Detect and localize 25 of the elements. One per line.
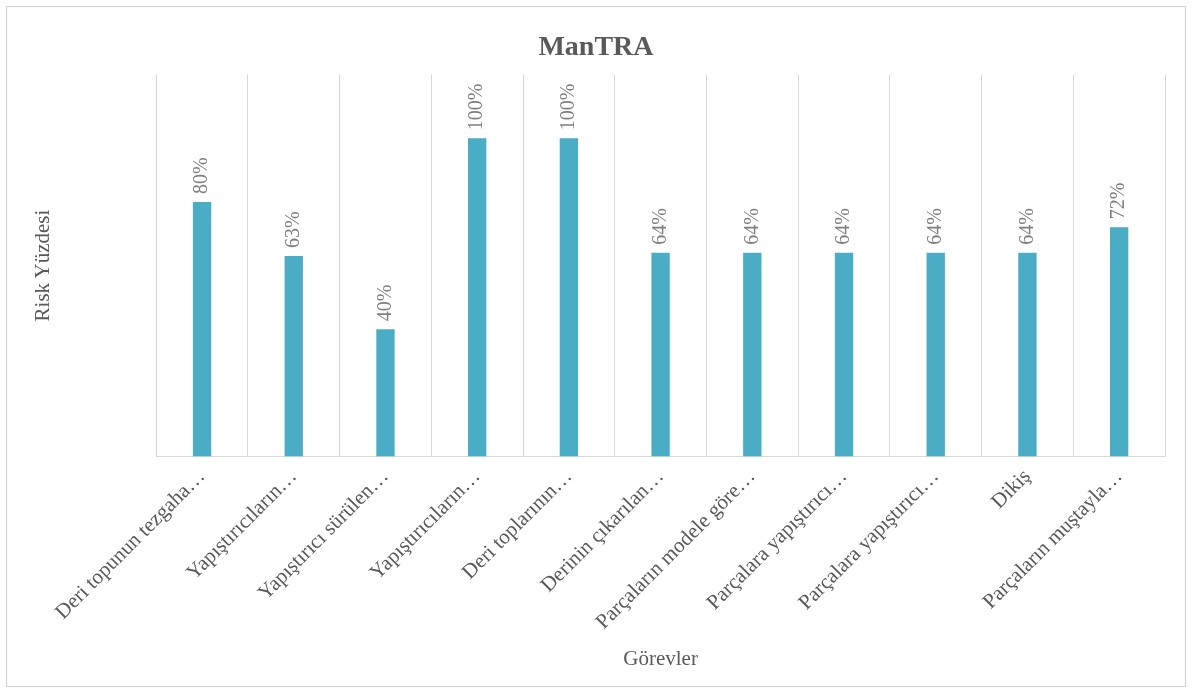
data-label: 100% <box>556 83 579 131</box>
data-label: 64% <box>647 208 670 245</box>
bar <box>376 329 395 457</box>
y-axis-title: Risk Yüzdesi <box>30 209 55 322</box>
bar <box>559 138 579 457</box>
bar <box>834 252 854 457</box>
bar <box>1109 227 1129 457</box>
bar <box>284 255 303 457</box>
data-label: 40% <box>372 284 395 322</box>
data-label: 64% <box>922 208 945 245</box>
data-label: 64% <box>739 208 762 245</box>
data-label: 100% <box>464 83 487 131</box>
data-label: 64% <box>831 208 854 245</box>
bar <box>651 252 670 457</box>
data-label: 63% <box>281 211 304 248</box>
bar <box>468 138 487 457</box>
bar <box>192 201 212 457</box>
bar <box>926 252 945 457</box>
bar <box>1018 252 1037 457</box>
data-label: 72% <box>1106 182 1129 220</box>
data-label: 80% <box>189 157 212 194</box>
data-label: 64% <box>1014 208 1037 245</box>
chart-title: ManTRA <box>538 30 655 62</box>
bar <box>743 252 762 457</box>
x-axis-title: Görevler <box>623 645 698 670</box>
